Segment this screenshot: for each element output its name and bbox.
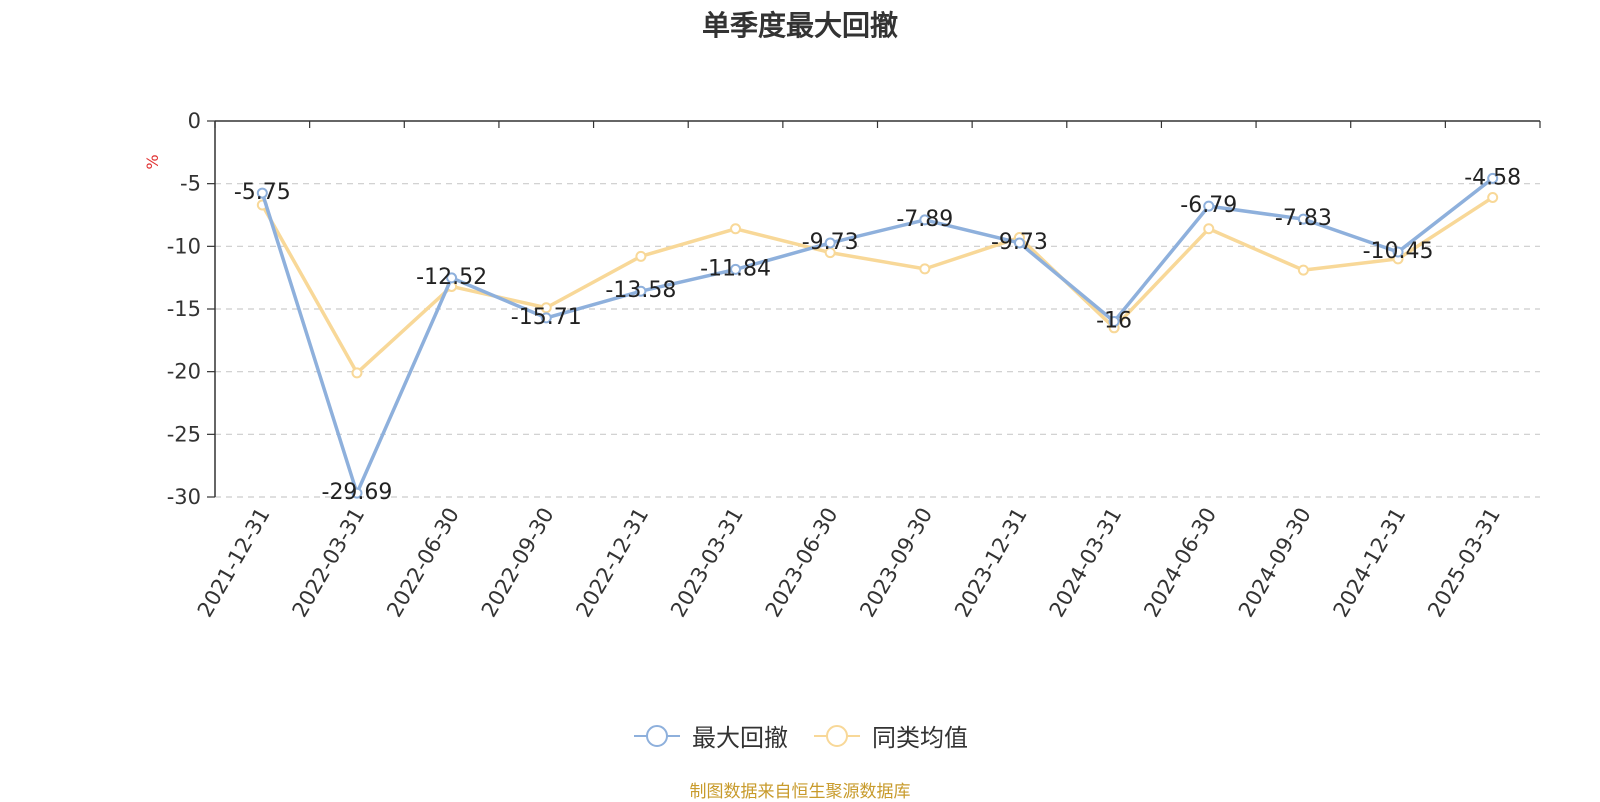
data-point[interactable] [919, 214, 931, 226]
data-point[interactable] [1487, 191, 1499, 203]
data-point[interactable] [1013, 237, 1025, 249]
data-point[interactable] [256, 187, 268, 199]
x-tick-label: 2024-03-31 [1045, 504, 1127, 622]
data-point[interactable] [351, 487, 363, 499]
source-note: 制图数据来自恒生聚源数据库 [689, 782, 911, 802]
data-point[interactable] [919, 263, 931, 275]
x-tick-label: 2022-06-30 [382, 504, 464, 622]
x-tick-label: 2021-12-31 [193, 504, 275, 622]
y-tick-label: -5 [180, 172, 201, 196]
data-label: -9.73 [991, 230, 1048, 255]
x-tick-label: 2022-12-31 [571, 504, 653, 622]
data-label: -11.84 [700, 256, 771, 281]
x-tick-label: 2023-03-31 [666, 504, 748, 622]
data-label: -5.75 [234, 180, 291, 205]
data-point[interactable] [1487, 172, 1499, 184]
data-point[interactable] [635, 250, 647, 262]
legend-item-1[interactable]: 最大回撤 [632, 718, 788, 753]
data-label: -12.52 [416, 265, 487, 290]
x-tick-label: 2024-09-30 [1234, 504, 1316, 622]
y-axis-label: % [143, 154, 162, 169]
x-tick-label: 2023-06-30 [761, 504, 843, 622]
data-point[interactable] [1297, 264, 1309, 276]
data-point[interactable] [540, 302, 552, 314]
data-point[interactable] [1108, 316, 1120, 328]
data-point[interactable] [1392, 246, 1404, 258]
x-tick-label: 2022-03-31 [287, 504, 369, 622]
data-label: -10.45 [1363, 239, 1434, 264]
data-point[interactable] [540, 312, 552, 324]
y-tick-label: -10 [167, 234, 201, 258]
data-point[interactable] [1203, 223, 1215, 235]
y-tick-label: -20 [167, 360, 201, 384]
data-label: -6.79 [1180, 193, 1237, 218]
x-tick-label: 2023-12-31 [950, 504, 1032, 622]
data-point[interactable] [351, 367, 363, 379]
data-label: -13.58 [605, 278, 676, 303]
data-point[interactable] [1203, 200, 1215, 212]
x-tick-label: 2024-12-31 [1329, 504, 1411, 622]
y-tick-label: -30 [167, 485, 201, 509]
chart-title: 单季度最大回撤 [701, 9, 898, 42]
legend-item-2[interactable]: 同类均值 [812, 718, 968, 753]
data-point[interactable] [730, 223, 742, 235]
data-point[interactable] [730, 263, 742, 275]
x-tick-label: 2023-09-30 [855, 504, 937, 622]
series-line-1 [260, 177, 1494, 495]
y-tick-label: -25 [167, 422, 201, 446]
x-tick-label: 2025-03-31 [1423, 504, 1505, 622]
data-label: -16 [1096, 309, 1132, 334]
data-point[interactable] [446, 272, 458, 284]
legend: 最大回撤 同类均值 [0, 718, 1600, 753]
series-line-2 [260, 195, 1494, 375]
data-label: -7.83 [1275, 206, 1332, 231]
data-label: -29.69 [322, 480, 393, 505]
legend-label: 同类均值 [872, 724, 968, 752]
data-point[interactable] [635, 285, 647, 297]
data-label: -9.73 [802, 230, 859, 255]
data-label: -15.71 [511, 305, 582, 330]
y-tick-label: 0 [188, 109, 201, 133]
data-label: -7.89 [896, 207, 953, 232]
y-tick-label: -15 [167, 297, 201, 321]
legend-line-circle-icon [814, 724, 860, 747]
data-label: -4.58 [1464, 165, 1521, 190]
legend-line-circle-icon [634, 724, 680, 747]
legend-label: 最大回撤 [692, 724, 788, 752]
x-tick-label: 2022-09-30 [477, 504, 559, 622]
data-point[interactable] [824, 237, 836, 249]
data-point[interactable] [1297, 213, 1309, 225]
x-tick-label: 2024-06-30 [1139, 504, 1221, 622]
